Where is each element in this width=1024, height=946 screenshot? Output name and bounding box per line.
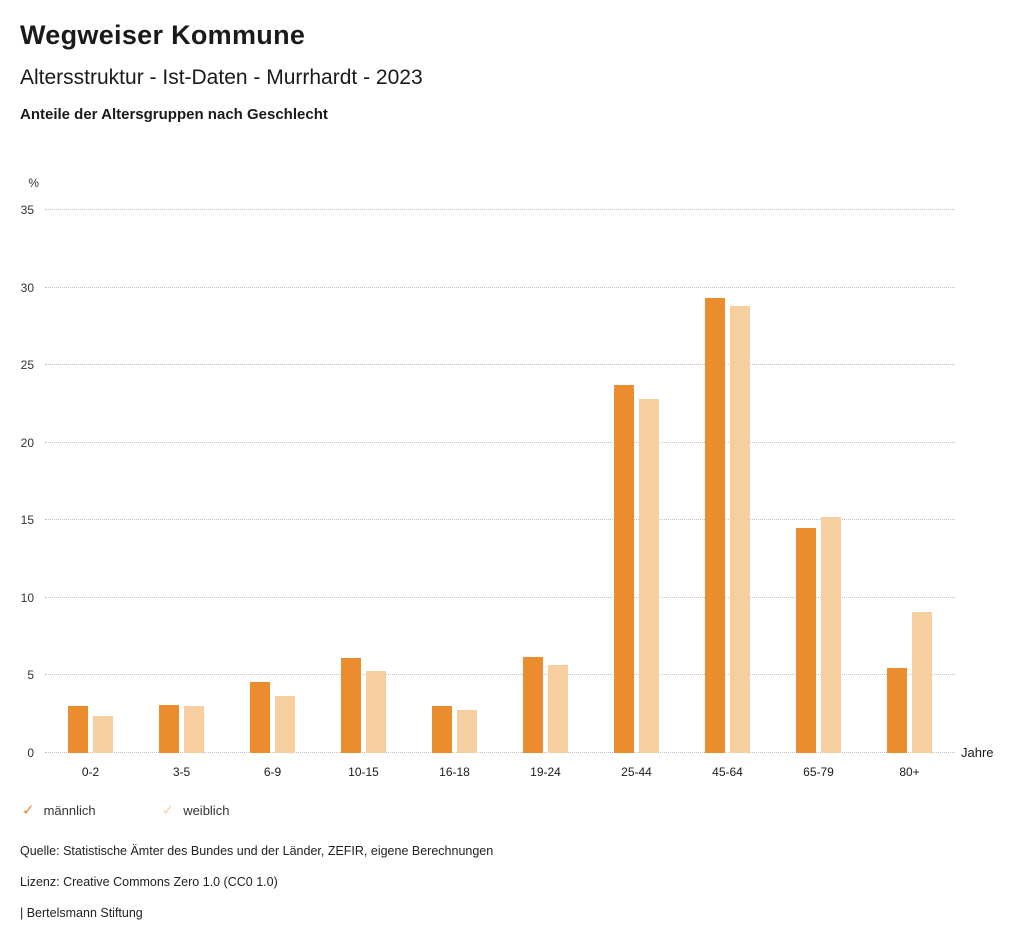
chart-subtitle: Altersstruktur - Ist-Daten - Murrhardt -… xyxy=(20,66,423,89)
footer-source: Quelle: Statistische Ämter des Bundes un… xyxy=(20,844,494,858)
y-tick-label: 15 xyxy=(20,513,34,528)
bar-group-25-44 xyxy=(591,210,682,753)
x-axis-unit-label: Jahre xyxy=(961,745,994,760)
bar-weiblich-80+[interactable] xyxy=(912,611,932,753)
bar-weiblich-10-15[interactable] xyxy=(366,670,386,753)
footer-license: Lizenz: Creative Commons Zero 1.0 (CC0 1… xyxy=(20,875,278,889)
x-tick-label: 16-18 xyxy=(439,765,470,779)
bar-männlich-10-15[interactable] xyxy=(341,658,361,753)
gridline: 30 xyxy=(21,281,955,295)
gridline: 15 xyxy=(21,513,955,527)
x-tick-label: 65-79 xyxy=(803,765,834,779)
x-tick-label: 80+ xyxy=(899,765,920,779)
x-tick-label: 10-15 xyxy=(348,765,379,779)
bar-group-0-2 xyxy=(45,210,136,753)
bar-männlich-65-79[interactable] xyxy=(796,528,816,753)
bar-weiblich-3-5[interactable] xyxy=(184,706,204,753)
bar-group-65-79 xyxy=(773,210,864,753)
bar-männlich-3-5[interactable] xyxy=(159,704,179,753)
bar-männlich-19-24[interactable] xyxy=(523,656,543,753)
check-icon: ✓ xyxy=(161,802,175,819)
x-axis-labels: 0-2 3-5 6-9 10-15 16-18 19-24 25-44 45-64 65-79 8… xyxy=(45,765,955,779)
bar-group-16-18 xyxy=(409,210,500,753)
bar-weiblich-65-79[interactable] xyxy=(821,517,841,753)
y-tick-label: 30 xyxy=(20,280,34,295)
page-title: Wegweiser Kommune xyxy=(20,20,306,50)
gridline: 25 xyxy=(21,358,955,372)
footer-attribution: | Bertelsmann Stiftung xyxy=(20,906,143,920)
bar-weiblich-45-64[interactable] xyxy=(730,306,750,753)
x-tick-label: 0-2 xyxy=(81,765,100,779)
bar-group-10-15 xyxy=(318,210,409,753)
gridline: 35 xyxy=(21,203,955,217)
x-tick-label: 19-24 xyxy=(530,765,561,779)
x-tick-label: 3-5 xyxy=(172,765,191,779)
chart-heading: Anteile der Altersgruppen nach Geschlech… xyxy=(20,106,328,123)
bars-container xyxy=(45,210,955,753)
bar-group-19-24 xyxy=(500,210,591,753)
bar-group-6-9 xyxy=(227,210,318,753)
bar-männlich-45-64[interactable] xyxy=(705,298,725,753)
y-axis-unit-label: % xyxy=(28,176,39,190)
check-icon: ✓ xyxy=(22,802,35,819)
y-tick-label: 35 xyxy=(20,203,34,217)
x-tick-label: 6-9 xyxy=(263,765,282,779)
gridline: 10 xyxy=(21,591,955,605)
bar-männlich-16-18[interactable] xyxy=(432,706,452,753)
bar-männlich-0-2[interactable] xyxy=(68,706,88,753)
bar-weiblich-16-18[interactable] xyxy=(457,709,477,753)
bar-männlich-80+[interactable] xyxy=(887,667,907,753)
bar-group-80+ xyxy=(864,210,955,753)
legend: ✓ männlich ✓ weiblich xyxy=(22,803,229,818)
gridline: 0 xyxy=(27,746,955,760)
legend-label: weiblich xyxy=(183,803,230,818)
legend-item-weiblich[interactable]: ✓ weiblich xyxy=(162,803,230,818)
bar-männlich-6-9[interactable] xyxy=(250,681,270,753)
bar-group-3-5 xyxy=(136,210,227,753)
x-tick-label: 25-44 xyxy=(621,765,652,779)
bar-group-45-64 xyxy=(682,210,773,753)
plot-area: % 0 5 10 15 20 25 30 35 0-2 3-5 6-9 10-15 16-18 19-2… xyxy=(21,176,994,779)
gridline: 20 xyxy=(21,436,955,450)
legend-label: männlich xyxy=(43,803,96,818)
bar-weiblich-25-44[interactable] xyxy=(639,399,659,753)
bar-weiblich-19-24[interactable] xyxy=(548,664,568,753)
bar-weiblich-0-2[interactable] xyxy=(93,715,113,753)
bar-männlich-25-44[interactable] xyxy=(614,385,634,753)
y-tick-label: 10 xyxy=(20,590,34,605)
gridline: 5 xyxy=(27,668,955,682)
bar-weiblich-6-9[interactable] xyxy=(275,695,295,753)
legend-item-männlich[interactable]: ✓ männlich xyxy=(22,803,96,818)
y-tick-label: 20 xyxy=(20,435,34,450)
y-tick-label: 25 xyxy=(20,358,34,373)
y-tick-label: 5 xyxy=(27,668,34,683)
x-tick-label: 45-64 xyxy=(712,765,743,779)
y-tick-label: 0 xyxy=(27,746,34,760)
